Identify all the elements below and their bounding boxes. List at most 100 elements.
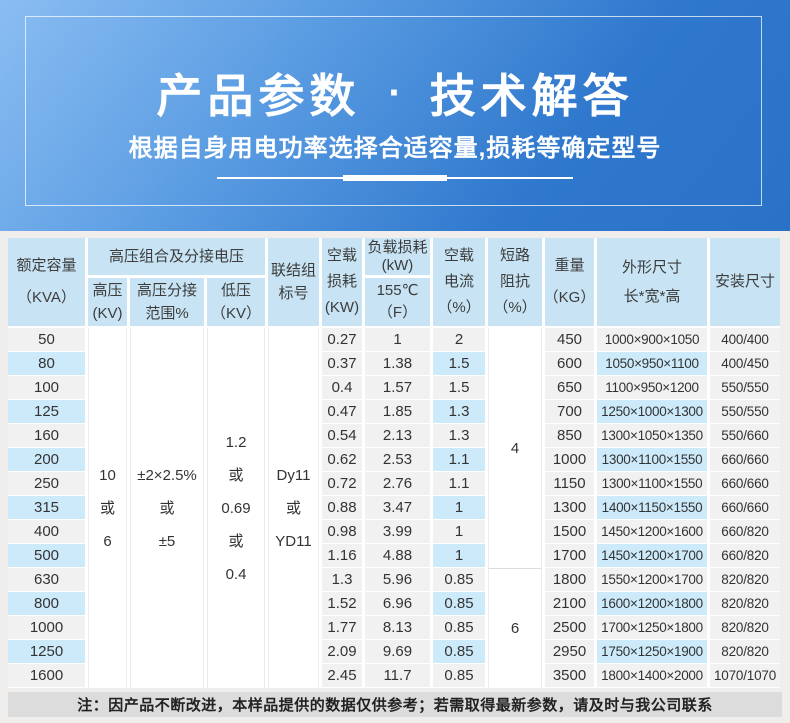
- cell-no-load-current: 0.85: [433, 664, 485, 688]
- cell-dimensions: 1450×1200×1600: [597, 520, 707, 544]
- header-weight: 重量 （KG）: [544, 238, 595, 326]
- cell-weight: 1500: [545, 520, 594, 544]
- header-vector-group: 联结组 标号: [268, 238, 319, 326]
- cell-weight: 1150: [545, 472, 594, 496]
- cell-capacity: 125: [8, 400, 85, 424]
- banner-title-right: 技术解答: [429, 70, 634, 122]
- merged-cell-impedance-6: 6: [488, 568, 542, 688]
- cell-no-load-loss: 1.77: [322, 616, 362, 640]
- cell-dimensions: 1800×1400×2000: [597, 664, 707, 688]
- cell-no-load-loss: 0.88: [322, 496, 362, 520]
- cell-no-load-loss: 1.3: [322, 568, 362, 592]
- banner-divider-line: [217, 175, 573, 181]
- cell-weight: 850: [545, 424, 594, 448]
- cell-load-loss: 6.96: [365, 592, 430, 616]
- cell-load-loss: 8.13: [365, 616, 430, 640]
- cell-dimensions: 1000×900×1050: [597, 328, 707, 352]
- cell-no-load-current: 0.85: [433, 568, 485, 592]
- cell-dimensions: 1400×1150×1550: [597, 496, 707, 520]
- cell-no-load-current: 1.1: [433, 448, 485, 472]
- cell-no-load-current: 1.1: [433, 472, 485, 496]
- header-load-loss-temp: 155℃ （F）: [365, 278, 430, 326]
- spec-table-body: 10 或 6 ±2×2.5% 或 ±5 1.2 或 0.69 或 0.4 Dy1…: [8, 328, 780, 688]
- cell-capacity: 500: [8, 544, 85, 568]
- cell-capacity: 160: [8, 424, 85, 448]
- cell-load-loss: 3.99: [365, 520, 430, 544]
- cell-no-load-loss: 0.4: [322, 376, 362, 400]
- footnote-bar: 注：因产品不断改进，本样品提供的数据仅供参考；若需取得最新参数，请及时与我公司联…: [8, 692, 782, 717]
- cell-weight: 2500: [545, 616, 594, 640]
- cell-load-loss: 4.88: [365, 544, 430, 568]
- merged-cell-impedance-4: 4: [488, 328, 542, 568]
- cell-capacity: 630: [8, 568, 85, 592]
- header-hv: 高压 (KV): [88, 278, 127, 326]
- cell-capacity: 250: [8, 472, 85, 496]
- banner-title: 产品参数 · 技术解答: [0, 60, 790, 126]
- header-no-load-loss: 空载 损耗 (KW): [322, 238, 362, 326]
- cell-capacity: 400: [8, 520, 85, 544]
- cell-load-loss: 2.76: [365, 472, 430, 496]
- footnote-text: 注：因产品不断改进，本样品提供的数据仅供参考；若需取得最新参数，请及时与我公司联…: [77, 697, 713, 714]
- cell-dimensions: 1050×950×1100: [597, 352, 707, 376]
- cell-capacity: 1000: [8, 616, 85, 640]
- cell-dimensions: 1550×1200×1700: [597, 568, 707, 592]
- cell-dimensions: 1600×1200×1800: [597, 592, 707, 616]
- header-load-loss: 负载损耗 (kW): [365, 238, 430, 275]
- merged-cell-hv: 10 或 6: [88, 328, 127, 688]
- merged-cell-vector-group: Dy11 或 YD11: [268, 328, 319, 688]
- cell-capacity: 80: [8, 352, 85, 376]
- cell-install: 820/820: [710, 616, 780, 640]
- cell-capacity: 50: [8, 328, 85, 352]
- cell-install: 550/550: [710, 400, 780, 424]
- cell-no-load-loss: 0.54: [322, 424, 362, 448]
- cell-weight: 3500: [545, 664, 594, 688]
- cell-install: 550/550: [710, 376, 780, 400]
- cell-install: 550/660: [710, 424, 780, 448]
- cell-no-load-loss: 0.98: [322, 520, 362, 544]
- cell-dimensions: 1750×1250×1900: [597, 640, 707, 664]
- cell-dimensions: 1300×1100×1550: [597, 448, 707, 472]
- cell-weight: 2100: [545, 592, 594, 616]
- cell-weight: 650: [545, 376, 594, 400]
- banner-title-left: 产品参数: [156, 70, 361, 122]
- cell-no-load-loss: 0.72: [322, 472, 362, 496]
- cell-no-load-current: 1.3: [433, 424, 485, 448]
- cell-capacity: 1250: [8, 640, 85, 664]
- cell-install: 1070/1070: [710, 664, 780, 688]
- cell-dimensions: 1450×1200×1700: [597, 544, 707, 568]
- cell-install: 660/660: [710, 448, 780, 472]
- banner: 产品参数 · 技术解答 根据自身用电功率选择合适容量,损耗等确定型号: [0, 0, 790, 231]
- cell-load-loss: 1.38: [365, 352, 430, 376]
- banner-inner-frame: [25, 16, 762, 206]
- cell-no-load-loss: 1.16: [322, 544, 362, 568]
- cell-capacity: 1600: [8, 664, 85, 688]
- cell-install: 400/400: [710, 328, 780, 352]
- cell-no-load-loss: 0.47: [322, 400, 362, 424]
- cell-load-loss: 1: [365, 328, 430, 352]
- header-no-load-current: 空载 电流 （%）: [433, 238, 485, 326]
- cell-no-load-loss: 0.27: [322, 328, 362, 352]
- cell-weight: 2950: [545, 640, 594, 664]
- cell-capacity: 315: [8, 496, 85, 520]
- cell-load-loss: 1.85: [365, 400, 430, 424]
- cell-dimensions: 1300×1100×1550: [597, 472, 707, 496]
- banner-title-separator-dot: ·: [388, 70, 402, 115]
- cell-no-load-current: 0.85: [433, 640, 485, 664]
- cell-load-loss: 2.13: [365, 424, 430, 448]
- cell-load-loss: 3.47: [365, 496, 430, 520]
- cell-install: 660/820: [710, 544, 780, 568]
- cell-load-loss: 1.57: [365, 376, 430, 400]
- cell-weight: 1700: [545, 544, 594, 568]
- header-hv-tap-range: 高压分接 范围%: [130, 278, 204, 326]
- cell-no-load-loss: 1.52: [322, 592, 362, 616]
- header-hv-group: 高压组合及分接电压: [88, 238, 265, 275]
- banner-subtitle: 根据自身用电功率选择合适容量,损耗等确定型号: [128, 135, 662, 162]
- spec-table: 额定容量 （KVA） 高压组合及分接电压 高压 (KV) 高压分接 范围% 低压…: [8, 238, 780, 688]
- cell-load-loss: 9.69: [365, 640, 430, 664]
- cell-no-load-loss: 2.09: [322, 640, 362, 664]
- cell-capacity: 200: [8, 448, 85, 472]
- cell-dimensions: 1700×1250×1800: [597, 616, 707, 640]
- cell-weight: 1300: [545, 496, 594, 520]
- cell-weight: 1800: [545, 568, 594, 592]
